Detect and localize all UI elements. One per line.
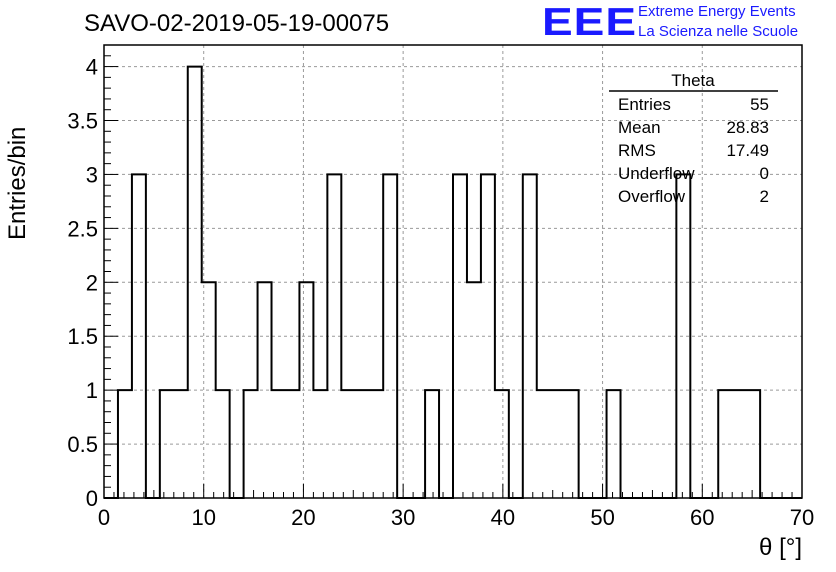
stats-label: Overflow xyxy=(618,187,686,206)
stats-value: 55 xyxy=(750,95,769,114)
x-tick-label: 20 xyxy=(291,505,315,530)
stats-value: 17.49 xyxy=(726,141,769,160)
y-axis-ticks: 0 0.5 1 1.5 2 2.5 3 3.5 4 xyxy=(67,44,118,511)
stats-label: RMS xyxy=(618,141,656,160)
x-axis-ticks: 0 10 20 30 40 50 60 70 xyxy=(98,484,814,530)
stats-label: Mean xyxy=(618,118,661,137)
x-tick-label: 10 xyxy=(191,505,215,530)
y-tick-label: 1.5 xyxy=(67,324,98,349)
y-tick-label: 1 xyxy=(86,378,98,403)
stats-title: Theta xyxy=(671,71,715,90)
logo-subtitle-1: Extreme Energy Events xyxy=(638,3,796,20)
stats-value: 0 xyxy=(760,164,769,183)
y-tick-label: 2 xyxy=(86,270,98,295)
histogram-line xyxy=(104,65,802,499)
y-tick-label: 2.5 xyxy=(67,216,98,241)
x-tick-label: 40 xyxy=(491,505,515,530)
x-axis-label: θ [°] xyxy=(759,534,802,561)
x-tick-label: 30 xyxy=(391,505,415,530)
y-tick-label: 4 xyxy=(86,55,98,80)
y-tick-label: 3 xyxy=(86,162,98,187)
x-tick-label: 0 xyxy=(98,505,110,530)
x-tick-label: 50 xyxy=(590,505,614,530)
stats-value: 2 xyxy=(760,187,769,206)
x-tick-label: 70 xyxy=(790,505,814,530)
logo-subtitle-2: La Scienza nelle Scuole xyxy=(638,23,799,40)
x-tick-label: 60 xyxy=(690,505,714,530)
y-tick-label: 0 xyxy=(86,486,98,511)
chart-title: SAVO-02-2019-05-19-00075 xyxy=(84,10,390,37)
y-tick-label: 0.5 xyxy=(67,432,98,457)
stats-label: Underflow xyxy=(618,164,695,183)
eee-logo: EEE xyxy=(542,0,638,44)
y-tick-label: 3.5 xyxy=(67,109,98,134)
stats-label: Entries xyxy=(618,95,671,114)
y-axis-label: Entries/bin xyxy=(4,126,31,240)
stats-value: 28.83 xyxy=(726,118,769,137)
